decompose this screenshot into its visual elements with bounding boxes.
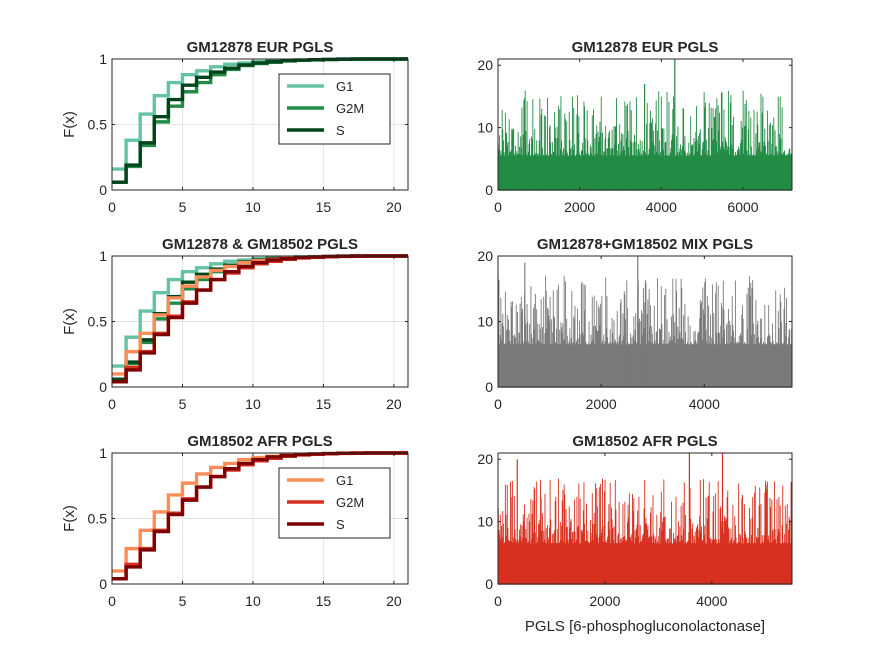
- legend-label: G2M: [336, 495, 364, 510]
- x-tick-label: 2000: [586, 396, 617, 412]
- chart-title: GM12878 EUR PGLS: [572, 39, 719, 56]
- x-tick-label: 15: [316, 199, 332, 215]
- x-tick-label: 20: [386, 593, 402, 609]
- x-tick-label: 4000: [689, 396, 720, 412]
- y-tick-label: 10: [477, 514, 493, 530]
- x-tick-label: 20: [386, 199, 402, 215]
- y-tick-label: 0.5: [88, 314, 108, 330]
- y-tick-label: 20: [477, 57, 493, 73]
- y-tick-label: 0: [485, 576, 493, 592]
- legend: G1 G2M S: [278, 73, 391, 145]
- chart-title: GM12878+GM18502 MIX PGLS: [537, 236, 753, 253]
- axes-box: [497, 58, 793, 191]
- x-tick-label: 5: [179, 593, 187, 609]
- y-tick-label: 0: [485, 379, 493, 395]
- x-tick-label: 15: [316, 396, 332, 412]
- x-tick-label: 5: [179, 199, 187, 215]
- panel-5: 0 5 10 15 20 0 0.5 1 GM18502 AFR PGLS F(x) G1 G2M S: [61, 433, 409, 609]
- y-tick-label: 10: [477, 314, 493, 330]
- legend-label: S: [336, 123, 345, 138]
- x-tick-label: 0: [108, 593, 116, 609]
- chart-title: GM18502 AFR PGLS: [187, 433, 332, 450]
- x-tick-label: 0: [494, 396, 502, 412]
- x-tick-label: 15: [316, 593, 332, 609]
- x-axis-label: PGLS [6-phosphogluconolactonase]: [525, 618, 765, 635]
- panel-4: 0 2000 4000 0 10 20 GM12878+GM18502 MIX PGLS: [477, 236, 793, 412]
- x-tick-label: 4000: [646, 199, 677, 215]
- panel-1: 0 5 10 15 20 0 0.5 1 GM12878 EUR PGLS F(x) G1 G2M S: [61, 39, 409, 215]
- x-tick-label: 2000: [564, 199, 595, 215]
- legend-label: G2M: [336, 101, 364, 116]
- legend-label: G1: [336, 473, 353, 488]
- y-tick-label: 1: [99, 445, 107, 461]
- legend: G1 G2M S: [278, 467, 391, 539]
- y-tick-label: 20: [477, 248, 493, 264]
- y-tick-label: 0: [485, 182, 493, 198]
- y-axis-label: F(x): [61, 308, 78, 335]
- x-tick-label: 0: [108, 396, 116, 412]
- y-tick-label: 0.5: [88, 117, 108, 133]
- y-tick-label: 0: [99, 576, 107, 592]
- y-tick-label: 20: [477, 451, 493, 467]
- x-tick-label: 4000: [696, 593, 727, 609]
- x-tick-label: 0: [108, 199, 116, 215]
- y-tick-label: 0: [99, 182, 107, 198]
- x-tick-label: 6000: [727, 199, 758, 215]
- x-tick-label: 5: [179, 396, 187, 412]
- legend-label: G1: [336, 79, 353, 94]
- chart-title: GM12878 & GM18502 PGLS: [162, 236, 358, 253]
- x-tick-label: 0: [494, 593, 502, 609]
- x-tick-label: 0: [494, 199, 502, 215]
- y-axis-label: F(x): [61, 111, 78, 138]
- y-tick-label: 1: [99, 248, 107, 264]
- x-tick-label: 10: [245, 199, 261, 215]
- panel-3: 0 5 10 15 20 0 0.5 1 GM12878 & GM18502 PGLS F(x): [61, 236, 409, 412]
- chart-title: GM18502 AFR PGLS: [572, 433, 717, 450]
- axes-box: [497, 452, 793, 585]
- legend-label: S: [336, 517, 345, 532]
- chart-title: GM12878 EUR PGLS: [187, 39, 334, 56]
- y-tick-label: 10: [477, 120, 493, 136]
- x-tick-label: 10: [245, 396, 261, 412]
- panel-2: 0 2000 4000 6000 0 10 20 GM12878 EUR PGLS: [477, 39, 793, 215]
- y-tick-label: 1: [99, 51, 107, 67]
- y-axis-label: F(x): [61, 505, 78, 532]
- y-tick-label: 0: [99, 379, 107, 395]
- x-tick-label: 20: [386, 396, 402, 412]
- panel-6: 0 2000 4000 0 10 20 GM18502 AFR PGLS PGLS [6-ph…: [477, 433, 793, 635]
- x-tick-label: 2000: [589, 593, 620, 609]
- y-tick-label: 0.5: [88, 511, 108, 527]
- x-tick-label: 10: [245, 593, 261, 609]
